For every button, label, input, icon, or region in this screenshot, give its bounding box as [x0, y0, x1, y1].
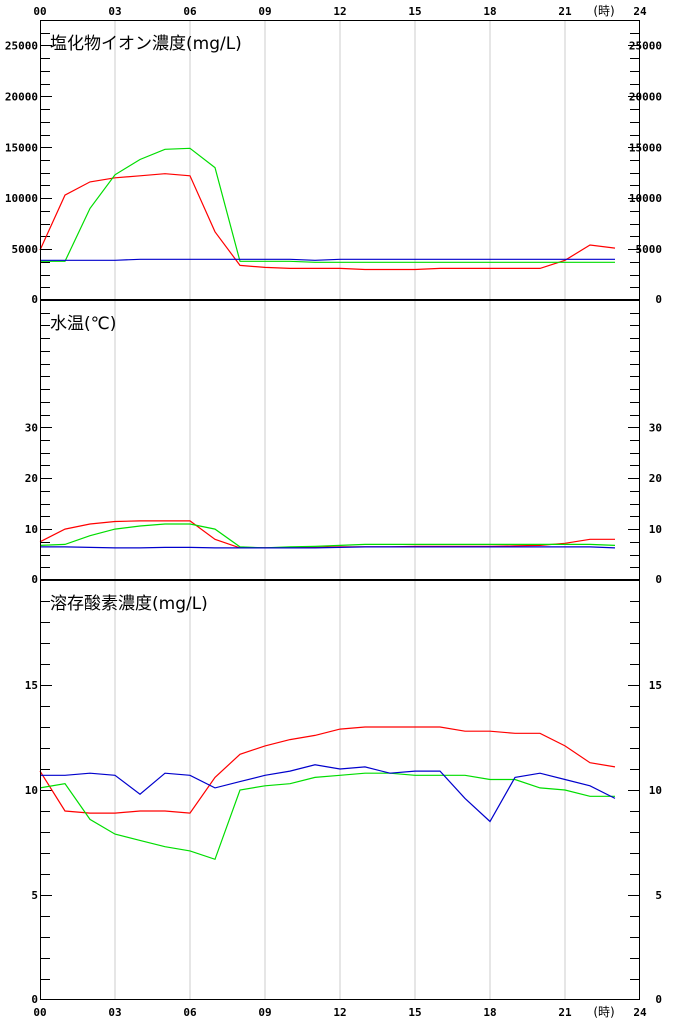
series-line-green: [39, 772, 615, 861]
y-tick-label-left: 10: [25, 523, 38, 536]
y-tick-label-right: 30: [649, 421, 662, 434]
x-tick-label-top: 00: [33, 5, 46, 18]
y-tick-label-left: 0: [31, 573, 38, 586]
x-tick-label-top: 09: [258, 5, 271, 18]
x-unit-label-bottom: (時): [593, 1005, 614, 1019]
y-tick-label-right: 5000: [636, 243, 663, 256]
x-tick-label-bottom: 12: [333, 1006, 346, 1019]
y-tick-label-right: 5: [655, 889, 662, 902]
y-tick-label-left: 20: [25, 472, 38, 485]
panel-title: 水温(℃): [50, 314, 116, 334]
y-tick-label-right: 0: [655, 293, 662, 306]
x-unit-label-top: (時): [593, 4, 614, 18]
y-tick-label-left: 15000: [5, 141, 38, 154]
x-tick-label-bottom: 00: [33, 1006, 46, 1019]
y-tick-label-right: 10: [649, 784, 662, 797]
x-tick-label-bottom: 03: [108, 1006, 121, 1019]
chart-panel-0: 0 0 5000 5000 10000 10000 15000 15000 20000 20000…: [5, 20, 662, 306]
x-tick-label-top: 24: [633, 5, 647, 18]
x-tick-label-bottom: 15: [408, 1006, 421, 1019]
x-tick-label-bottom: 24: [633, 1006, 647, 1019]
x-tick-label-bottom: 18: [483, 1006, 496, 1019]
y-tick-label-right: 10000: [629, 192, 662, 205]
y-tick-label-left: 20000: [5, 90, 38, 103]
series-line-blue: [40, 258, 615, 261]
series-line-red: [39, 173, 616, 271]
x-tick-label-top: 15: [408, 5, 421, 18]
y-tick-label-left: 0: [31, 293, 38, 306]
y-tick-label-left: 5000: [12, 243, 39, 256]
y-tick-label-right: 0: [655, 573, 662, 586]
series-line-green: [40, 147, 615, 263]
y-tick-label-right: 15: [649, 679, 662, 692]
panel-frame: [40, 300, 640, 580]
y-tick-label-right: 15000: [629, 141, 662, 154]
panel-title: 溶存酸素濃度(mg/L): [50, 594, 208, 614]
x-tick-label-bottom: 09: [258, 1006, 271, 1019]
y-tick-label-left: 15: [25, 679, 38, 692]
x-tick-label-bottom: 06: [183, 1006, 197, 1019]
x-tick-label-top: 03: [108, 5, 121, 18]
panel-frame: [40, 580, 640, 1000]
y-tick-label-left: 0: [31, 993, 38, 1006]
series-line-green: [39, 523, 616, 549]
panel-title: 塩化物イオン濃度(mg/L): [50, 34, 242, 54]
series-line-blue: [40, 764, 616, 823]
y-tick-label-right: 10: [649, 523, 662, 536]
y-tick-label-left: 25000: [5, 39, 38, 52]
panel-frame: [40, 20, 640, 300]
y-tick-label-right: 20: [649, 472, 662, 485]
series-line-blue: [40, 546, 616, 549]
y-tick-label-right: 20000: [629, 90, 662, 103]
y-tick-label-left: 10000: [5, 192, 38, 205]
x-tick-label-top: 12: [333, 5, 346, 18]
chart-panel-2: 0 0 5 5 10 10 15 15 溶存酸素濃度(mg/L): [25, 580, 662, 1006]
y-tick-label-left: 5: [31, 889, 38, 902]
x-tick-label-top: 06: [183, 5, 197, 18]
x-tick-label-top: 18: [483, 5, 496, 18]
y-tick-label-left: 10: [25, 784, 38, 797]
x-tick-label-bottom: 21: [558, 1006, 572, 1019]
y-tick-label-right: 0: [655, 993, 662, 1006]
x-tick-label-top: 21: [558, 5, 572, 18]
y-tick-label-right: 25000: [629, 39, 662, 52]
chart-panel-1: 0 0 10 10 20 20 30 30 水温(℃): [25, 300, 662, 586]
series-line-red: [39, 726, 616, 814]
y-tick-label-left: 30: [25, 421, 38, 434]
